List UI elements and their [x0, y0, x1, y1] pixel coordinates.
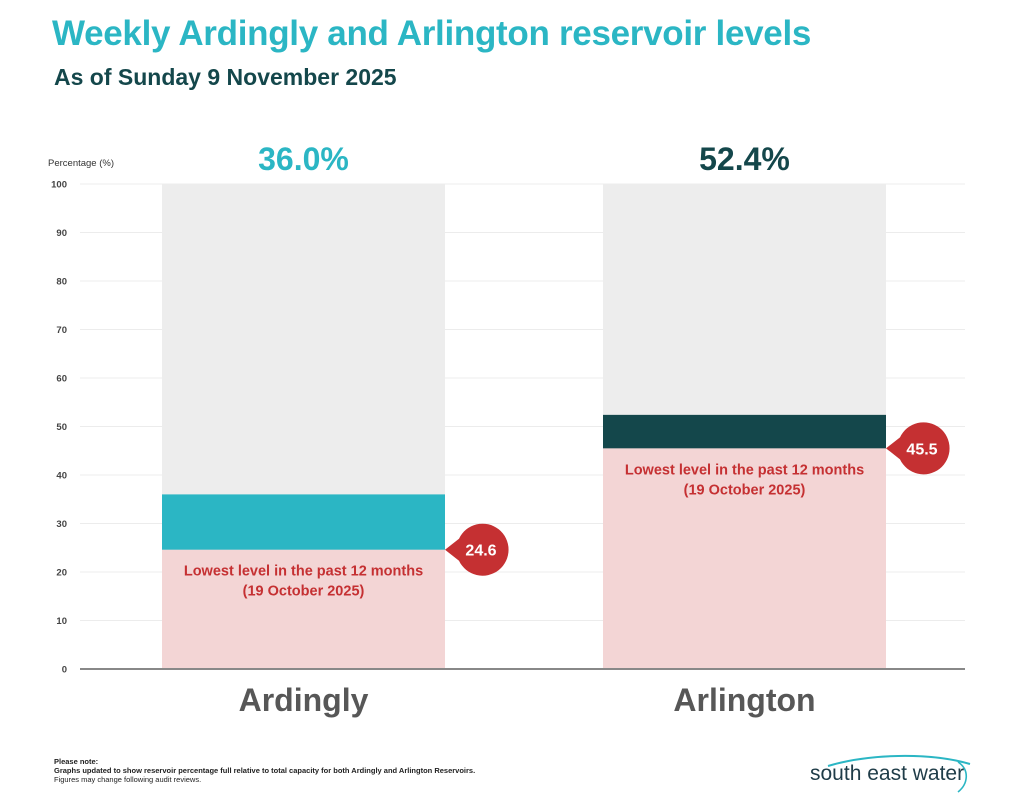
lowest-level-annotation: Lowest level in the past 12 months	[184, 564, 423, 580]
x-category-label: Arlington	[673, 682, 815, 718]
bar-value-label: 36.0%	[258, 141, 349, 177]
lowest-level-bar	[162, 549, 445, 669]
lowest-level-marker	[445, 523, 509, 576]
y-tick-label: 70	[56, 325, 67, 336]
y-tick-label: 0	[62, 665, 67, 676]
footnote-heading: Please note:	[54, 757, 99, 766]
footnote-line-1: Graphs updated to show reservoir percent…	[54, 766, 476, 775]
y-tick-label: 20	[56, 568, 67, 579]
y-tick-label: 50	[56, 422, 67, 433]
y-tick-label: 40	[56, 471, 67, 482]
y-tick-label: 80	[56, 277, 67, 288]
water-wave-icon	[827, 754, 971, 793]
y-tick-label: 100	[51, 180, 67, 191]
y-tick-label: 30	[56, 519, 67, 530]
chart-subtitle: As of Sunday 9 November 2025	[54, 64, 397, 90]
logo-text: south east water	[810, 762, 965, 785]
x-category-label: Ardingly	[239, 682, 369, 718]
footnote: Please note: Graphs updated to show rese…	[54, 757, 475, 784]
footnote-line-2: Figures may change following audit revie…	[54, 775, 202, 784]
company-logo: south east water	[808, 752, 978, 796]
lowest-level-value-label: 45.5	[906, 441, 937, 458]
lowest-level-value-label: 24.6	[465, 543, 496, 560]
chart-title: Weekly Ardingly and Arlington reservoir …	[52, 14, 812, 53]
lowest-level-annotation: Lowest level in the past 12 months	[625, 462, 864, 478]
bar-value-label: 52.4%	[699, 141, 790, 177]
lowest-level-marker	[886, 422, 950, 475]
lowest-level-date: (19 October 2025)	[684, 482, 806, 498]
lowest-level-bar	[603, 448, 886, 669]
y-tick-label: 10	[56, 616, 67, 627]
lowest-level-date: (19 October 2025)	[243, 584, 365, 600]
y-tick-label: 90	[56, 228, 67, 239]
y-tick-label: 60	[56, 374, 67, 385]
y-axis-label: Percentage (%)	[48, 158, 114, 169]
